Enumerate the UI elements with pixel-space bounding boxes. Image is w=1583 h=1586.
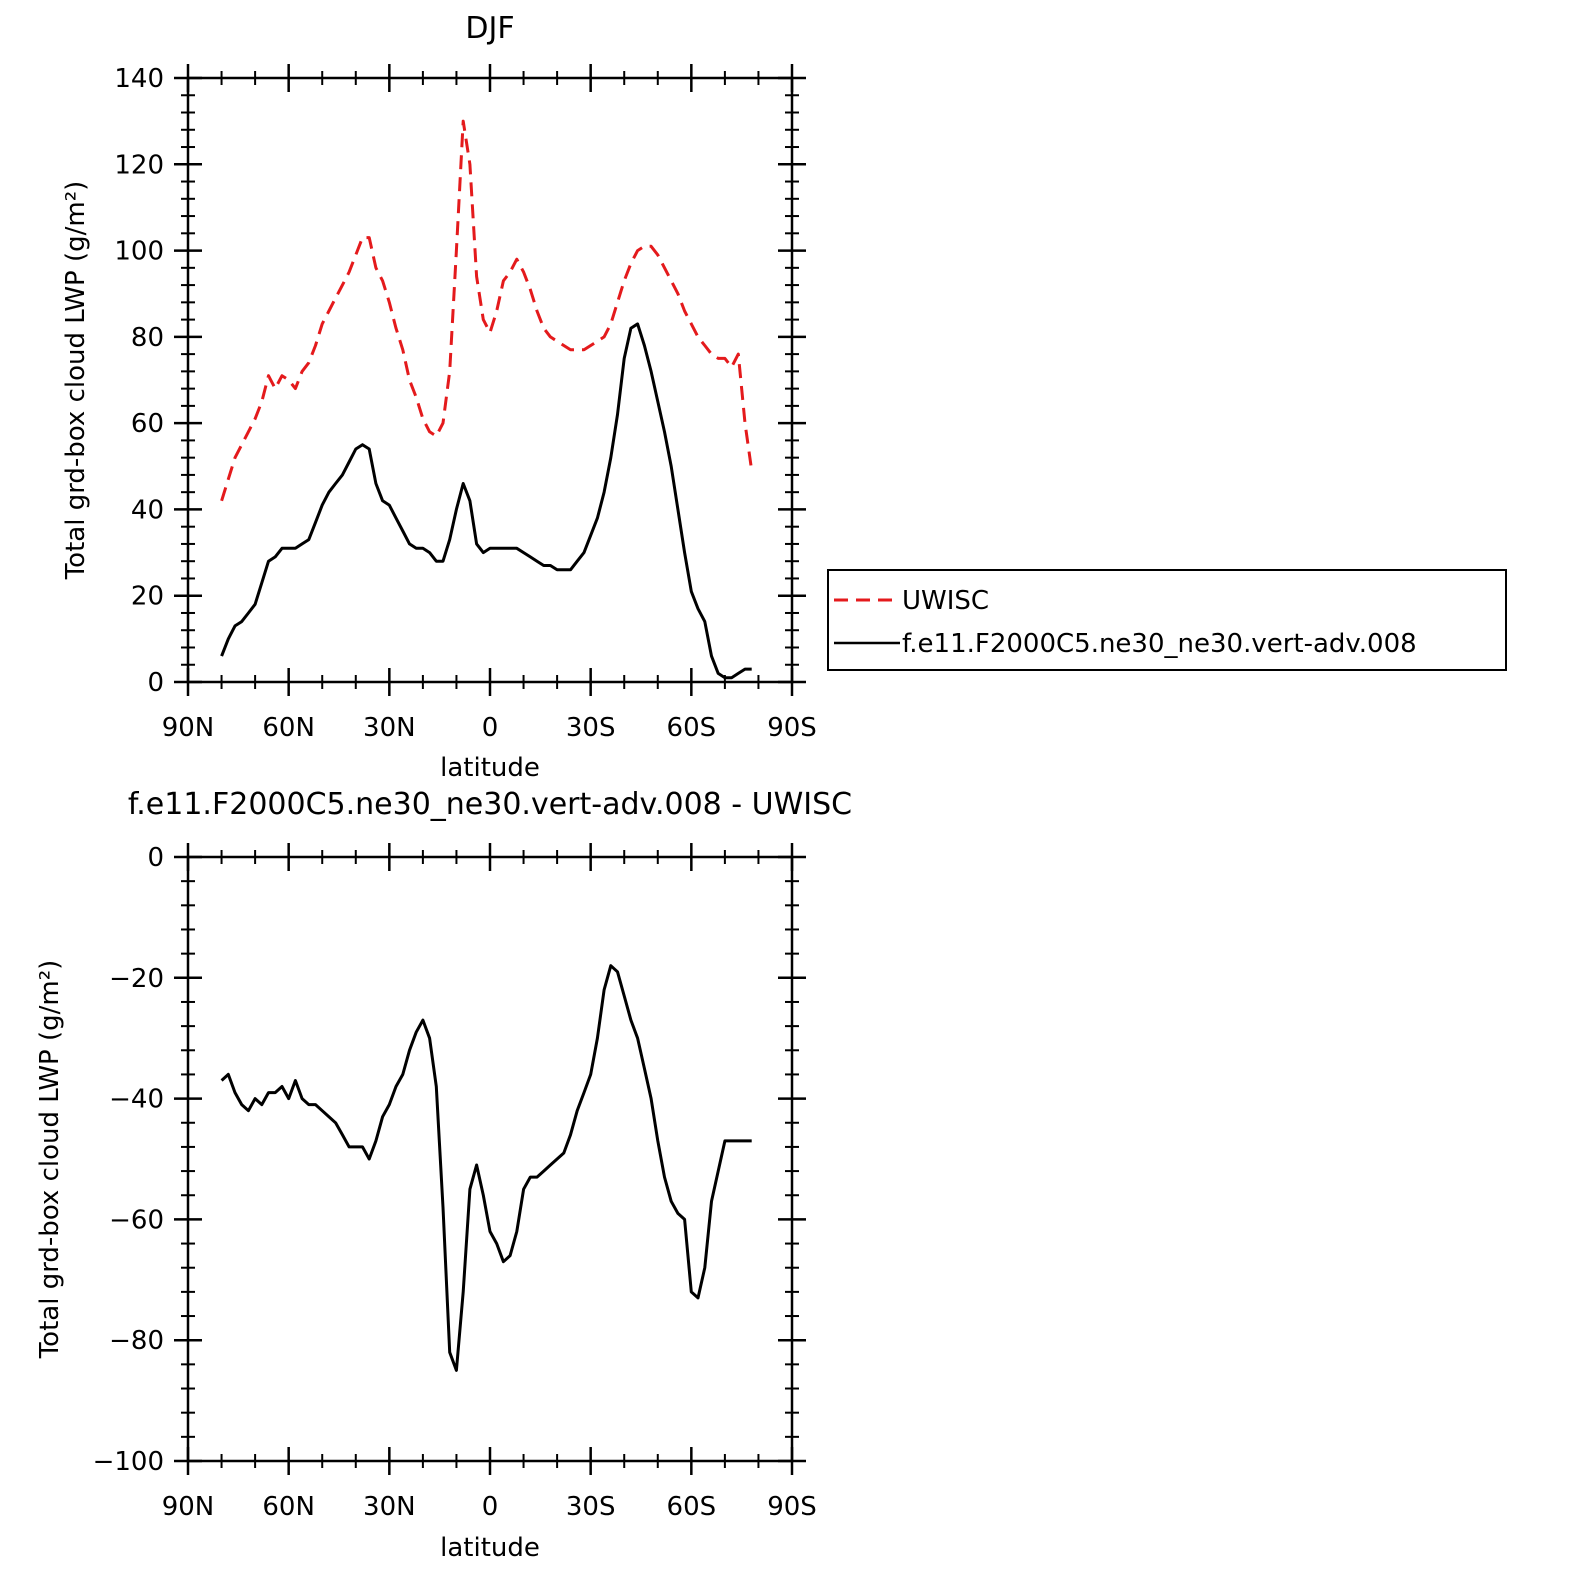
y-tick-label: 60 bbox=[131, 409, 164, 439]
x-axis: 90N 60N 30N 0 30S 60S 90S bbox=[162, 843, 817, 1522]
series-line-1 bbox=[220, 964, 752, 1372]
x-tick-label: 30N bbox=[363, 713, 416, 743]
y-tick-label: 80 bbox=[131, 323, 164, 353]
y-tick-label: 120 bbox=[114, 150, 164, 180]
y-tick-label: −40 bbox=[109, 1085, 164, 1115]
x-tick-label: 90N bbox=[162, 1492, 215, 1522]
y-tick-label: 40 bbox=[131, 495, 164, 525]
x-tick-label: 30S bbox=[566, 713, 616, 743]
legend: UWISC f.e11.F2000C5.ne30_ne30.vert-adv.0… bbox=[827, 569, 1507, 671]
y-tick-label: −60 bbox=[109, 1205, 164, 1235]
y-tick-label: 140 bbox=[114, 64, 164, 94]
y-axis: 0 20 40 60 80 100 120 140 bbox=[114, 64, 806, 698]
y-tick-label: −20 bbox=[109, 964, 164, 994]
x-tick-label: 60S bbox=[667, 713, 717, 743]
legend-label-uwisc: UWISC bbox=[902, 586, 989, 616]
x-axis-title: latitude bbox=[440, 753, 540, 783]
series-lines bbox=[220, 119, 754, 680]
x-tick-label: 60N bbox=[262, 713, 315, 743]
series-lines bbox=[220, 964, 752, 1372]
y-tick-label: 0 bbox=[147, 843, 164, 873]
y-tick-label: 20 bbox=[131, 582, 164, 612]
x-tick-label: 0 bbox=[482, 713, 499, 743]
y-axis-title: Total grd-box cloud LWP (g/m²) bbox=[35, 960, 65, 1360]
plot-frame bbox=[186, 855, 794, 1463]
y-tick-label: −100 bbox=[93, 1447, 164, 1477]
y-tick-label: −80 bbox=[109, 1326, 164, 1356]
x-tick-label: 30N bbox=[363, 1492, 416, 1522]
x-tick-label: 60S bbox=[667, 1492, 717, 1522]
series-line-2 bbox=[220, 322, 752, 680]
legend-box bbox=[827, 569, 1507, 671]
x-axis-title: latitude bbox=[440, 1533, 540, 1563]
x-tick-label: 60N bbox=[262, 1492, 315, 1522]
y-tick-label: 0 bbox=[147, 668, 164, 698]
x-tick-label: 90S bbox=[767, 713, 817, 743]
chart-title: f.e11.F2000C5.ne30_ne30.vert-adv.008 - U… bbox=[128, 787, 852, 822]
x-tick-label: 90S bbox=[767, 1492, 817, 1522]
x-tick-label: 90N bbox=[162, 713, 215, 743]
x-axis: 90N 60N 30N 0 30S 60S 90S bbox=[162, 64, 817, 743]
y-tick-label: 100 bbox=[114, 237, 164, 267]
x-tick-label: 0 bbox=[482, 1492, 499, 1522]
y-axis-title: Total grd-box cloud LWP (g/m²) bbox=[61, 181, 91, 581]
legend-label-model: f.e11.F2000C5.ne30_ne30.vert-adv.008 bbox=[902, 629, 1417, 659]
chart-title: DJF bbox=[465, 11, 514, 46]
chart-panel-bottom: f.e11.F2000C5.ne30_ne30.vert-adv.008 - U… bbox=[35, 787, 852, 1563]
x-tick-label: 30S bbox=[566, 1492, 616, 1522]
series-line-1 bbox=[220, 119, 754, 502]
y-axis: 0 −20 −40 −60 −80 −100 bbox=[93, 843, 806, 1477]
